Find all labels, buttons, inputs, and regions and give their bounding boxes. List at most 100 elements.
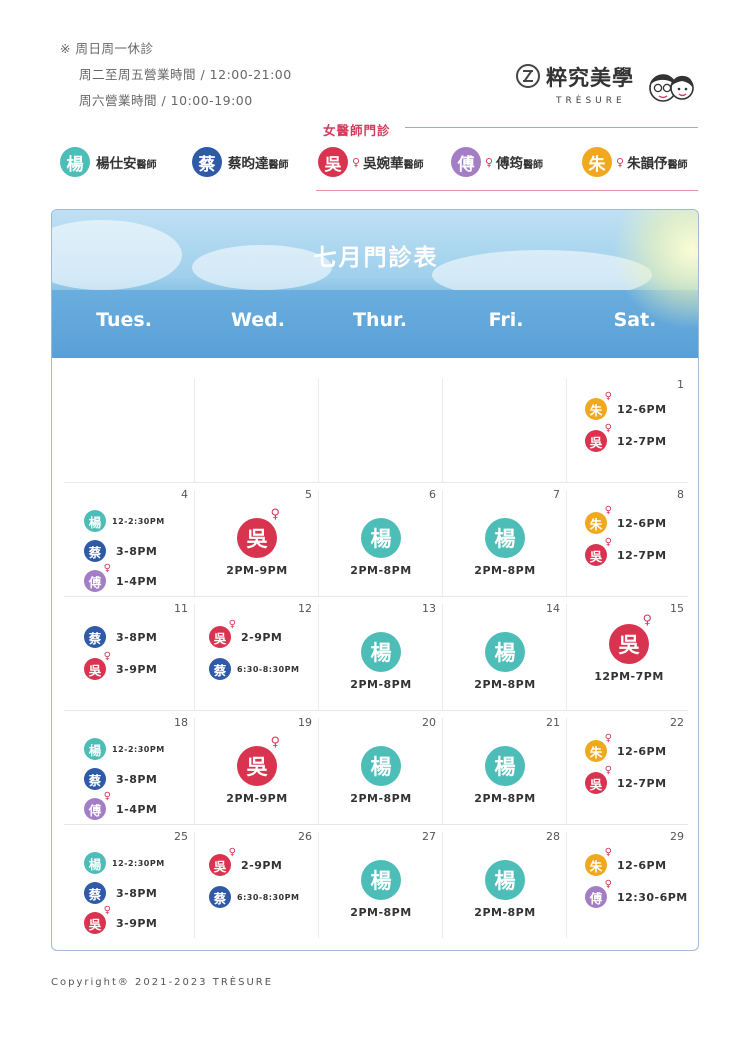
doctor-badge: 蔡: [84, 768, 106, 790]
shift-time: 12-6PM: [617, 516, 667, 530]
shift-time: 2PM-8PM: [350, 792, 412, 805]
main-shift-entry: 吳 ♀ 2PM-9PM: [195, 736, 319, 805]
weekday-header: Wed.: [231, 309, 285, 331]
doctor-badge: 楊: [84, 852, 106, 874]
logo-brand-name: 粹究美學: [546, 66, 634, 90]
day-cell: 7 楊 2PM-8PM: [442, 488, 566, 596]
doctor-badge: 吳 ♀: [84, 906, 111, 934]
date-number: 7: [553, 488, 560, 501]
shift-entry: 吳 ♀ 12-7PM: [585, 766, 667, 794]
female-symbol-icon: ♀: [616, 155, 625, 169]
shift-time: 3-8PM: [116, 630, 158, 644]
shift-time: 12-2:30PM: [112, 858, 165, 868]
shift-entry: 蔡 3-8PM: [84, 626, 157, 648]
main-shift-entry: 楊 2PM-8PM: [319, 632, 443, 691]
doctor-title: 醫師: [523, 160, 544, 171]
doctor-title: 醫師: [667, 160, 688, 171]
date-number: 21: [546, 716, 560, 729]
doctor-badge: 吳 ♀: [585, 766, 612, 794]
shift-entry: 吳 ♀ 12-7PM: [585, 424, 667, 452]
doctor-name: 吳婉華醫師: [363, 156, 424, 172]
doctor-name: 傅筠醫師: [496, 156, 544, 172]
female-symbol-icon: ♀: [270, 735, 280, 750]
doctor-badge: 楊: [485, 632, 525, 672]
doctor-badge: 蔡: [192, 147, 222, 177]
female-symbol-icon: ♀: [642, 613, 652, 628]
doctor-badge: 朱 ♀: [585, 506, 612, 534]
calendar-title: 七月門診表: [313, 245, 439, 271]
doctor-title: 醫師: [136, 160, 157, 171]
week-divider: [64, 824, 688, 825]
shift-time: 2-9PM: [241, 858, 283, 872]
shift-time: 1-4PM: [116, 574, 158, 588]
shift-entry: 傅 ♀ 12:30-6PM: [585, 880, 688, 908]
shift-entry: 蔡 3-8PM: [84, 768, 157, 790]
shift-entry: 蔡 3-8PM: [84, 540, 157, 562]
week-divider: [64, 710, 688, 711]
day-cell: 8 朱 ♀ 12-6PM 吳 ♀ 12-7PM: [566, 488, 690, 596]
shift-time: 2PM-8PM: [350, 564, 412, 577]
shift-entry: 吳 ♀ 12-7PM: [585, 538, 667, 566]
shift-time: 12-2:30PM: [112, 744, 165, 754]
couple-faces-icon: [648, 66, 696, 110]
day-cell: 27 楊 2PM-8PM: [318, 830, 443, 938]
shift-time: 6:30-8:30PM: [237, 892, 300, 902]
shift-time: 3-8PM: [116, 886, 158, 900]
date-number: 1: [677, 378, 684, 391]
shift-time: 3-8PM: [116, 772, 158, 786]
sea-band: [52, 290, 698, 358]
shift-entry: 蔡 6:30-8:30PM: [209, 658, 299, 680]
shift-time: 2PM-8PM: [474, 906, 536, 919]
doctor-name: 楊仕安醫師: [96, 156, 157, 172]
doctor-badge: 楊: [485, 518, 525, 558]
doctor-badge: 傅 ♀: [84, 564, 111, 592]
shift-entry: 朱 ♀ 12-6PM: [585, 848, 667, 876]
date-number: 20: [422, 716, 436, 729]
main-shift-entry: 楊 2PM-8PM: [443, 632, 567, 691]
date-number: 14: [546, 602, 560, 615]
doctor-badge: 吳 ♀: [209, 848, 236, 876]
shift-entry: 楊 12-2:30PM: [84, 510, 165, 532]
doctor-badge: 吳 ♀: [209, 620, 236, 648]
female-symbol-icon: ♀: [604, 391, 612, 402]
day-cell: 20 楊 2PM-8PM: [318, 716, 442, 824]
date-number: 13: [422, 602, 436, 615]
day-cell: 12 吳 ♀ 2-9PM 蔡 6:30-8:30PM: [194, 602, 318, 710]
day-cell: 28 楊 2PM-8PM: [442, 830, 567, 938]
shift-time: 12-7PM: [617, 776, 667, 790]
weekday-header: Sat.: [613, 309, 657, 331]
doctor-badge: 吳 ♀: [237, 508, 280, 558]
female-symbol-icon: ♀: [604, 765, 612, 776]
date-number: 12: [298, 602, 312, 615]
doctor-title: 醫師: [268, 160, 289, 171]
date-number: 5: [305, 488, 312, 501]
doctor-title: 醫師: [403, 160, 424, 171]
shift-time: 3-8PM: [116, 544, 158, 558]
shift-entry: 朱 ♀ 12-6PM: [585, 392, 667, 420]
day-cell: 13 楊 2PM-8PM: [318, 602, 443, 710]
main-shift-entry: 楊 2PM-8PM: [319, 860, 443, 919]
doctor-name: 朱韻伃醫師: [627, 156, 688, 172]
day-cell: 21 楊 2PM-8PM: [442, 716, 566, 824]
day-cell: [194, 378, 318, 482]
doctor-badge: 楊: [60, 147, 90, 177]
doctor-badge: 朱 ♀: [585, 392, 612, 420]
main-shift-entry: 楊 2PM-8PM: [443, 860, 567, 919]
shift-entry: 楊 12-2:30PM: [84, 738, 165, 760]
doctor-badge: 吳 ♀: [84, 652, 111, 680]
doctor-badge: 傅 ♀: [585, 880, 612, 908]
day-cell: 29 朱 ♀ 12-6PM 傅 ♀ 12:30-6PM: [566, 830, 690, 938]
shift-time: 12-7PM: [617, 434, 667, 448]
female-symbol-icon: ♀: [604, 733, 612, 744]
shift-entry: 吳 ♀ 3-9PM: [84, 652, 157, 680]
date-number: 11: [174, 602, 188, 615]
female-symbol-icon: ♀: [228, 847, 236, 858]
logo-sub-name: TRÈSURE: [556, 96, 626, 106]
shift-time: 12-6PM: [617, 744, 667, 758]
clinic-calendar: 七月門診表 Tues. Wed. Thur. Fri. Sat. 1 朱 ♀ 12-6PM 吳 ♀…: [51, 209, 699, 951]
doctor-badge: 蔡: [84, 626, 106, 648]
shift-entry: 楊 12-2:30PM: [84, 852, 165, 874]
saturday-hours-note: 周六營業時間 / 10:00-19:00: [79, 93, 253, 108]
female-symbol-icon: ♀: [352, 155, 361, 169]
shift-time: 12-6PM: [617, 858, 667, 872]
